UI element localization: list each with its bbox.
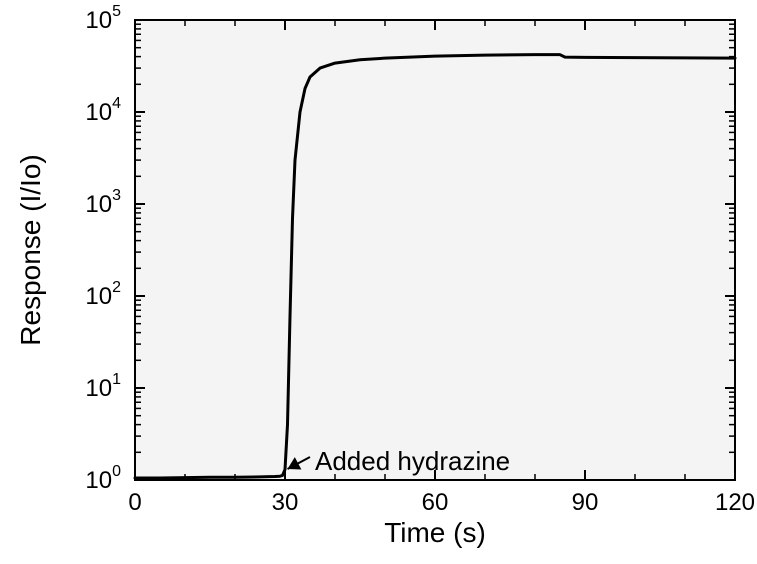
x-tick-label: 60 [422,489,449,516]
x-tick-label: 120 [715,489,755,516]
x-tick-label: 30 [272,489,299,516]
line-chart: 0306090120100101102103104105Time (s)Resp… [0,0,757,564]
chart-container: 0306090120100101102103104105Time (s)Resp… [0,0,757,564]
annotation-text: Added hydrazine [315,446,510,476]
x-tick-label: 90 [572,489,599,516]
x-tick-label: 0 [128,489,141,516]
y-axis-label: Response (I/Io) [15,154,46,345]
x-axis-label: Time (s) [384,517,486,548]
